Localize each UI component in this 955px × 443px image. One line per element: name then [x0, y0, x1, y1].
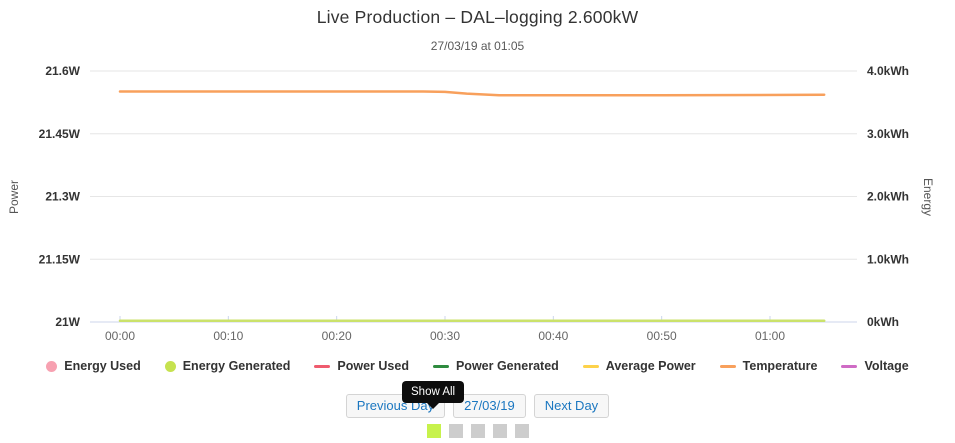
legend-item-power-used[interactable]: Power Used [314, 359, 409, 373]
y-axis-right-tick-label: 1.0kWh [867, 252, 909, 266]
pagination-squares [0, 424, 955, 438]
legend-item-average-power[interactable]: Average Power [582, 359, 696, 373]
legend-line-marker-icon [719, 364, 736, 368]
y-axis-right-tick-label: 2.0kWh [867, 190, 909, 204]
pagination-square-1-active[interactable] [426, 424, 441, 438]
x-axis-tick-label: 00:20 [322, 329, 352, 343]
series-line-temperature [118, 90, 826, 97]
legend-circle-marker-icon [46, 360, 58, 372]
y-axis-left-tick-label: 21.6W [45, 64, 80, 78]
chart-legend: Energy Used Energy Generated Power Used Pow… [0, 359, 955, 373]
legend-item-energy-generated[interactable]: Energy Generated [164, 359, 291, 373]
legend-label: Temperature [742, 359, 818, 373]
chart-plot-area: 21.6W 4.0kWh 21.45W 3.0kWh 21.3W 2.0kWh 21.15W… [7, 64, 935, 343]
y-axis-left-tick-label: 21.45W [39, 127, 81, 141]
legend-item-temperature[interactable]: Temperature [719, 359, 818, 373]
show-all-tooltip: Show All [402, 381, 465, 409]
legend-line-marker-icon [841, 364, 858, 368]
x-axis-tick-label: 00:10 [213, 329, 243, 343]
pagination-square-2[interactable] [448, 424, 463, 438]
legend-label: Energy Used [64, 359, 141, 373]
y-axis-left-tick-label: 21.3W [45, 190, 80, 204]
legend-circle-marker-icon [164, 360, 176, 372]
legend-item-energy-used[interactable]: Energy Used [46, 359, 141, 373]
y-axis-right-tick-label: 4.0kWh [867, 64, 909, 78]
legend-item-power-generated[interactable]: Power Generated [432, 359, 559, 373]
day-navigation: Previous Day 27/03/19 Next Day [0, 394, 955, 418]
chart-subtitle: 27/03/19 at 01:05 [430, 39, 525, 53]
legend-label: Power Used [337, 359, 409, 373]
x-axis-tick-label: 00:00 [105, 329, 135, 343]
pagination-square-3[interactable] [470, 424, 485, 438]
legend-line-marker-icon [314, 364, 331, 368]
pagination-square-4[interactable] [492, 424, 507, 438]
legend-item-voltage[interactable]: Voltage [841, 359, 909, 373]
legend-line-marker-icon [582, 364, 599, 368]
current-date-button[interactable]: 27/03/19 [453, 394, 526, 418]
legend-label: Energy Generated [182, 359, 291, 373]
page-title: Live Production – DAL–logging 2.600kW [316, 7, 639, 27]
pagination-square-5[interactable] [514, 424, 529, 438]
legend-label: Voltage [864, 359, 909, 373]
x-axis-tick-label: 00:30 [430, 329, 460, 343]
x-axis-tick-label: 00:50 [647, 329, 677, 343]
legend-line-marker-icon [432, 364, 449, 368]
y-axis-left-tick-label: 21W [55, 315, 80, 329]
power-axis-title: Power [7, 180, 21, 214]
legend-label: Average Power [605, 359, 696, 373]
x-axis-tick-label: 01:00 [755, 329, 785, 343]
x-axis-tick-label: 00:40 [538, 329, 568, 343]
y-axis-right-tick-label: 3.0kWh [867, 127, 909, 141]
legend-label: Power Generated [455, 359, 559, 373]
next-day-button[interactable]: Next Day [533, 394, 610, 418]
y-axis-right-tick-label: 0kWh [867, 315, 899, 329]
energy-axis-title: Energy [921, 178, 935, 216]
y-axis-left-tick-label: 21.15W [39, 252, 81, 266]
